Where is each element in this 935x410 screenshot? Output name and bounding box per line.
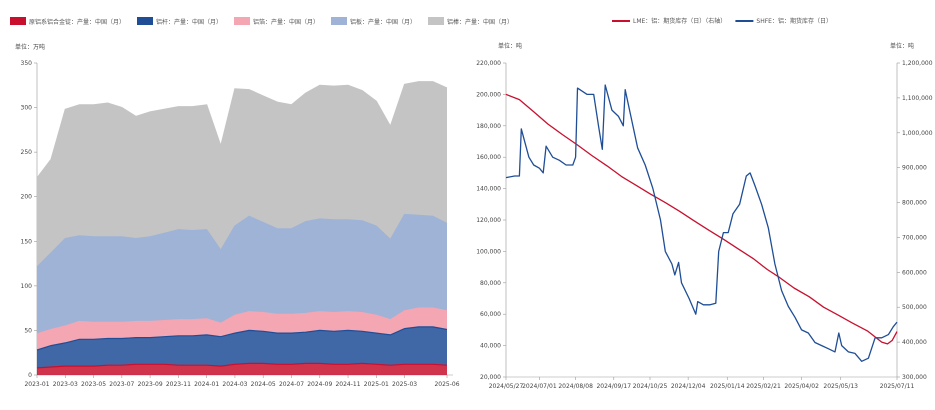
- legend-swatch: [331, 17, 347, 25]
- y-tick-label-left: 20,000: [480, 374, 501, 381]
- area-top-line-3: [36, 307, 448, 335]
- y-tick-label-left: 40,000: [480, 343, 501, 350]
- y-tick-label-right: 1,000,000: [902, 130, 933, 137]
- x-tick-label: 2024/09/17: [596, 383, 631, 390]
- y-tick-label-left: 200,000: [476, 91, 501, 98]
- legend-label: 铝箔：产量：中国（月）: [253, 18, 319, 26]
- legend-swatch: [428, 17, 444, 25]
- x-tick-label: 2024-07: [279, 381, 304, 388]
- y-tick-label-left: 220,000: [476, 60, 501, 67]
- x-tick-label: 2025/04/02: [784, 383, 819, 390]
- x-tick-label: 2025-01: [364, 381, 389, 388]
- y-tick-label: 350: [21, 60, 33, 67]
- x-tick-label: 2023-11: [166, 381, 191, 388]
- x-tick-label: 2023-07: [109, 381, 134, 388]
- y-tick-label: 250: [21, 149, 33, 156]
- unit-label: 单位：万吨: [15, 43, 45, 51]
- y-tick-label: 150: [21, 238, 33, 245]
- y-tick-label-left: 120,000: [476, 217, 501, 224]
- y-tick-label-left: 180,000: [476, 123, 501, 130]
- area-series-3: [37, 308, 447, 350]
- y-tick-label-right: 1,200,000: [902, 60, 933, 67]
- x-tick-label: 2024/10/25: [633, 383, 668, 390]
- y-tick-label-right: 900,000: [902, 165, 927, 172]
- x-tick-label: 2025/07/11: [880, 383, 915, 390]
- legend-swatch: [234, 17, 250, 25]
- x-tick-label: 2025/01/14: [710, 383, 745, 390]
- legend-swatch: [137, 17, 153, 25]
- x-tick-label: 2025/05/13: [823, 383, 858, 390]
- y-tick-label: 0: [28, 372, 32, 379]
- area-top-line-5: [36, 81, 448, 179]
- right-line-chart: LME：铝：期货库存（日）（右轴） SHFE：铝：期货库存（日） 单位：吨 单位：吨 2…: [476, 17, 933, 390]
- x-tick-label: 2024/05/27: [489, 383, 524, 390]
- x-tick-label: 2023-03: [53, 381, 78, 388]
- x-tick-label: 2023-05: [81, 381, 106, 388]
- area-series-4: [37, 214, 447, 334]
- legend-label: 原铝系铝合金锭：产量：中国（月）: [29, 18, 125, 26]
- x-tick-label: 2023-09: [138, 381, 163, 388]
- y-tick-label-left: 60,000: [480, 311, 501, 318]
- unit-label-left: 单位：吨: [498, 42, 522, 50]
- area-top-line-1: [36, 362, 448, 369]
- x-tick-label: 2025-03: [392, 381, 417, 388]
- area-series-1: [37, 363, 447, 375]
- y-tick-label-left: 80,000: [480, 280, 501, 287]
- area-series-5: [37, 81, 447, 268]
- area-top-line-4: [36, 213, 448, 268]
- y-tick-label-left: 160,000: [476, 154, 501, 161]
- y-tick-label-right: 500,000: [902, 304, 927, 311]
- y-tick-label-right: 400,000: [902, 339, 927, 346]
- y-tick-label-left: 140,000: [476, 186, 501, 193]
- left-stacked-area-chart: 原铝系铝合金锭：产量：中国（月） 铝杆：产量：中国（月） 铝箔：产量：中国（月） 铝板…: [10, 17, 513, 388]
- y-tick-label-right: 800,000: [902, 200, 927, 207]
- line-series-1: [505, 93, 898, 345]
- y-tick-label-left: 100,000: [476, 248, 501, 255]
- y-tick-label: 100: [21, 283, 33, 290]
- y-tick-label: 50: [24, 327, 32, 334]
- y-tick-label-right: 700,000: [902, 234, 927, 241]
- x-tick-label: 2025-06: [434, 381, 459, 388]
- legend-label: 铝棒：产量：中国（月）: [447, 18, 513, 26]
- y-tick-label-right: 300,000: [902, 374, 927, 381]
- legend-label: SHFE：铝：期货库存（日）: [756, 17, 832, 25]
- legend-swatch: [10, 17, 26, 25]
- x-tick-label: 2024/12/04: [671, 383, 706, 390]
- y-tick-label: 200: [21, 194, 33, 201]
- x-tick-label: 2024/08/08: [558, 383, 593, 390]
- unit-label-right: 单位：吨: [890, 42, 914, 50]
- legend-label: 铝杆：产量：中国（月）: [156, 18, 222, 26]
- area-top-line-2: [36, 326, 448, 351]
- y-tick-label: 300: [21, 105, 33, 112]
- x-tick-label: 2025/02/21: [746, 383, 781, 390]
- y-tick-label-right: 1,100,000: [902, 95, 933, 102]
- legend-label: LME：铝：期货库存（日）（右轴）: [633, 17, 726, 25]
- x-tick-label: 2024-03: [222, 381, 247, 388]
- x-tick-label: 2024-05: [251, 381, 276, 388]
- x-tick-label: 2024-09: [307, 381, 332, 388]
- line-series-2: [505, 84, 898, 362]
- x-tick-label: 2024/07/01: [522, 383, 557, 390]
- area-series-2: [37, 326, 447, 368]
- legend-label: 铝板：产量：中国（月）: [350, 18, 416, 26]
- x-tick-label: 2024-11: [335, 381, 360, 388]
- y-tick-label-right: 600,000: [902, 269, 927, 276]
- x-tick-label: 2024-01: [194, 381, 219, 388]
- x-tick-label: 2023-01: [24, 381, 49, 388]
